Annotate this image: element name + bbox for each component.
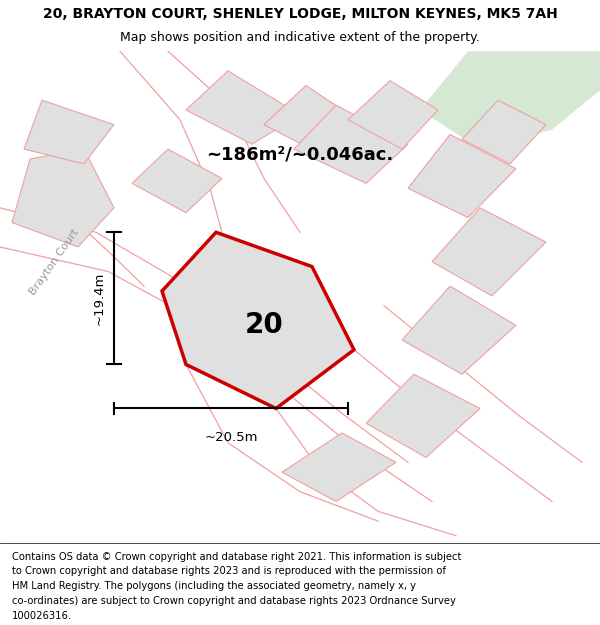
Polygon shape: [462, 100, 546, 164]
Polygon shape: [282, 433, 396, 501]
Polygon shape: [294, 105, 408, 183]
Text: Map shows position and indicative extent of the property.: Map shows position and indicative extent…: [120, 31, 480, 44]
Text: Brayton Court: Brayton Court: [28, 227, 80, 296]
Polygon shape: [420, 51, 600, 149]
Polygon shape: [408, 134, 516, 218]
Text: HM Land Registry. The polygons (including the associated geometry, namely x, y: HM Land Registry. The polygons (includin…: [12, 581, 416, 591]
Polygon shape: [12, 149, 114, 247]
Polygon shape: [264, 86, 372, 159]
Text: ~186m²/~0.046ac.: ~186m²/~0.046ac.: [206, 145, 394, 163]
Text: ~19.4m: ~19.4m: [92, 272, 106, 325]
Text: 20, BRAYTON COURT, SHENLEY LODGE, MILTON KEYNES, MK5 7AH: 20, BRAYTON COURT, SHENLEY LODGE, MILTON…: [43, 8, 557, 21]
Polygon shape: [432, 208, 546, 296]
Polygon shape: [186, 71, 300, 144]
Polygon shape: [366, 374, 480, 458]
Text: Contains OS data © Crown copyright and database right 2021. This information is : Contains OS data © Crown copyright and d…: [12, 552, 461, 562]
Polygon shape: [348, 81, 438, 149]
Text: 100026316.: 100026316.: [12, 611, 72, 621]
Polygon shape: [24, 100, 114, 164]
Text: ~20.5m: ~20.5m: [204, 431, 258, 444]
Text: to Crown copyright and database rights 2023 and is reproduced with the permissio: to Crown copyright and database rights 2…: [12, 566, 446, 576]
Text: 20: 20: [245, 311, 283, 339]
Polygon shape: [162, 232, 354, 409]
Polygon shape: [132, 149, 222, 213]
Text: co-ordinates) are subject to Crown copyright and database rights 2023 Ordnance S: co-ordinates) are subject to Crown copyr…: [12, 596, 456, 606]
Polygon shape: [402, 286, 516, 374]
